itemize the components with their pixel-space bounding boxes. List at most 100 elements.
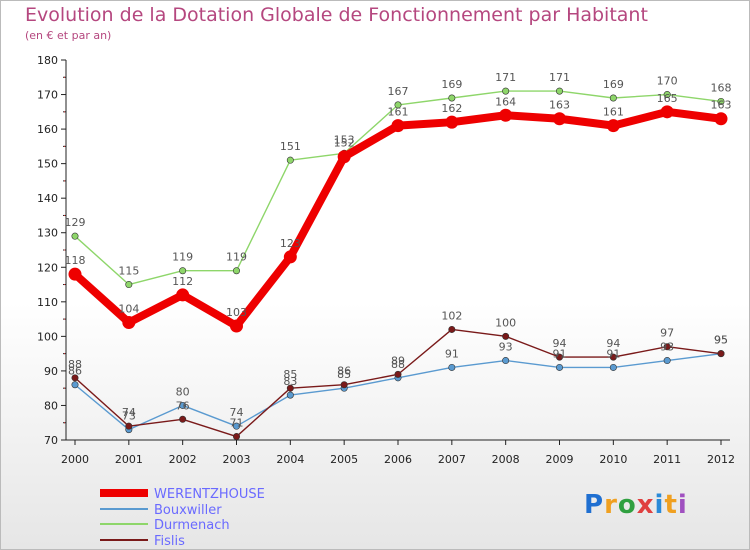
data-label: 91: [553, 347, 567, 360]
x-tick-label: 2000: [61, 453, 89, 466]
legend-label-werentzhouse: WERENTZHOUSE: [154, 487, 265, 502]
x-tick-label: 2009: [546, 453, 574, 466]
data-point: [663, 343, 671, 351]
data-label: 168: [711, 81, 732, 94]
y-tick-label: 90: [44, 365, 58, 378]
data-point: [286, 391, 294, 399]
y-tick-label: 80: [44, 399, 58, 412]
y-tick-label: 140: [37, 192, 58, 205]
data-label: 152: [334, 137, 355, 150]
data-label: 88: [391, 358, 405, 371]
y-tick-label: 70: [44, 434, 58, 447]
data-point: [609, 363, 617, 371]
data-label: 74: [122, 406, 136, 419]
x-tick-label: 2002: [169, 453, 197, 466]
data-point: [717, 97, 725, 105]
data-point: [125, 281, 133, 289]
legend-label-fislis: Fislis: [154, 534, 185, 549]
series-line-fislis: [74, 328, 722, 438]
data-point: [286, 156, 294, 164]
data-label: 164: [495, 95, 516, 108]
chart-subtitle: (en € et par an): [25, 29, 112, 42]
data-label: 95: [714, 334, 728, 347]
chart-axes: 70 80 90 100 110 120 130 140 150 160 170 180 2000 200…: [37, 54, 735, 466]
y-tick-label: 120: [37, 261, 58, 274]
data-point: [445, 115, 459, 129]
data-label: 161: [388, 106, 409, 119]
data-point: [609, 353, 617, 361]
data-label: 93: [660, 341, 674, 354]
series-line-werentzhouse: [71, 107, 725, 330]
data-point: [555, 353, 563, 361]
data-label: 74: [230, 406, 244, 419]
y-tick-label: 150: [37, 158, 58, 171]
data-point: [394, 101, 402, 109]
data-label: 83: [283, 375, 297, 388]
data-label: 153: [334, 133, 355, 146]
data-label: 71: [230, 417, 244, 430]
data-point: [71, 381, 79, 389]
data-label: 91: [606, 347, 620, 360]
data-point: [502, 87, 510, 95]
x-tick-label: 2011: [653, 453, 681, 466]
data-label: 97: [660, 327, 674, 340]
data-point: [176, 288, 190, 302]
data-label: 104: [118, 303, 139, 316]
data-label: 169: [441, 78, 462, 91]
data-label: 163: [549, 99, 570, 112]
data-label: 170: [657, 75, 678, 88]
data-point: [340, 381, 348, 389]
logo-letter: i: [654, 490, 665, 520]
data-point: [448, 325, 456, 333]
data-point: [179, 267, 187, 275]
data-point: [394, 370, 402, 378]
data-label: 163: [711, 99, 732, 112]
data-point: [502, 332, 510, 340]
data-label: 165: [657, 92, 678, 105]
data-point: [499, 108, 513, 122]
data-point: [553, 112, 566, 126]
data-label: 85: [337, 368, 351, 381]
data-label: 171: [549, 71, 570, 84]
data-point: [663, 357, 671, 365]
data-point: [606, 119, 620, 133]
y-tick-label: 170: [37, 89, 58, 102]
data-label: 123: [280, 237, 301, 250]
data-point: [179, 415, 187, 423]
logo-letter: r: [604, 490, 618, 520]
data-point: [233, 433, 241, 441]
legend-label-durmenach: Durmenach: [154, 518, 230, 533]
chart-title: Evolution de la Dotation Globale de Fonc…: [25, 4, 648, 26]
data-point: [663, 91, 671, 99]
logo-letter: i: [677, 490, 688, 520]
data-label: 86: [68, 365, 82, 378]
data-label: 169: [603, 78, 624, 91]
x-tick-label: 2003: [223, 453, 251, 466]
data-label: 162: [441, 102, 462, 115]
y-tick-label: 100: [37, 330, 58, 343]
x-tick-label: 2007: [438, 453, 466, 466]
data-point: [714, 112, 728, 126]
x-tick-label: 2001: [115, 453, 143, 466]
data-point: [448, 94, 456, 102]
data-label: 100: [495, 316, 516, 329]
data-point: [448, 363, 456, 371]
data-point: [68, 267, 82, 281]
data-label: 119: [226, 251, 247, 264]
data-point: [502, 357, 510, 365]
y-tick-label: 180: [37, 54, 58, 67]
data-point: [555, 87, 563, 95]
data-label: 102: [441, 309, 462, 322]
data-point: [337, 150, 351, 164]
data-label: 115: [118, 265, 139, 278]
y-tick-label: 130: [37, 227, 58, 240]
data-label: 94: [553, 337, 567, 350]
data-label: 118: [65, 254, 86, 267]
logo-letter: o: [617, 490, 637, 520]
x-tick-label: 2004: [276, 453, 304, 466]
data-point: [233, 267, 241, 275]
